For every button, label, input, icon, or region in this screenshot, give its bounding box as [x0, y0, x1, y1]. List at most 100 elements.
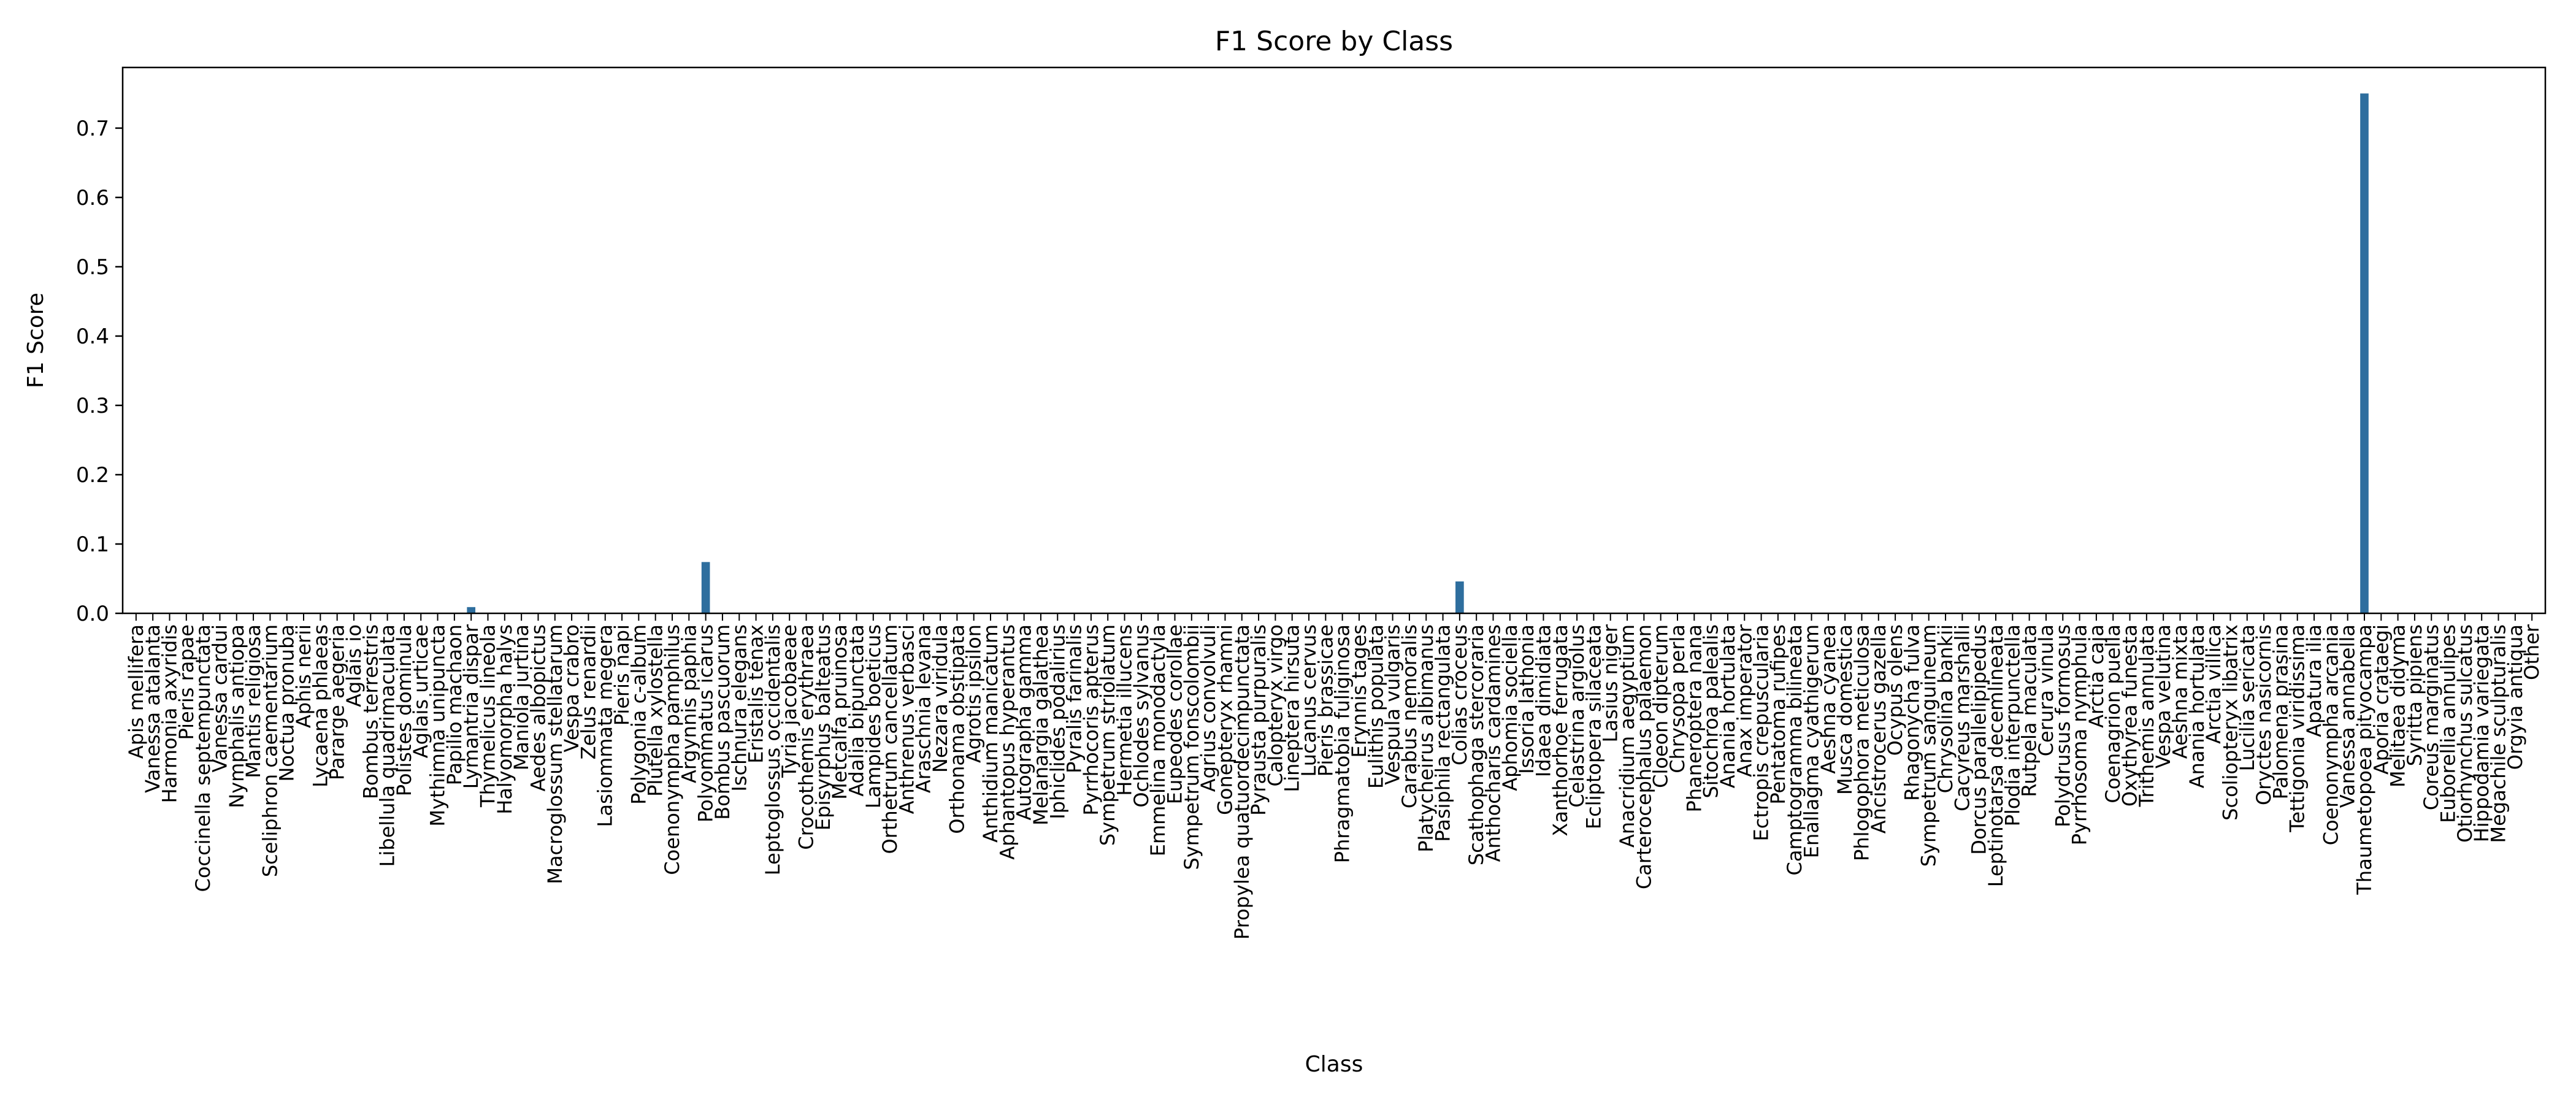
x-tick-label: Sitochroa palealis	[1700, 624, 1723, 799]
y-tick-label: 0.0	[76, 602, 109, 626]
y-tick-label: 0.4	[76, 324, 109, 349]
x-tick-label: Celastrina argiolus	[1565, 624, 1589, 808]
x-tick-label: Pentatoma rufipes	[1766, 624, 1790, 805]
x-tick-label: Aphantopus hyperantus	[995, 624, 1019, 860]
x-tick-label: Harmonia axyridis	[158, 624, 181, 803]
x-tick-label: Phragmatobia fuliginosa	[1331, 624, 1354, 863]
x-tick-label: Thymelicus lineola	[477, 624, 500, 808]
x-tick-label: Aphis nerii	[292, 624, 315, 728]
x-tick-label: Leptoglossus occidentalis	[761, 624, 784, 875]
x-tick-label: Palomena prasina	[2269, 624, 2292, 799]
x-tick-label: Calopteryx virgo	[1263, 624, 1287, 786]
x-tick-label: Megachile sculpturalis	[2487, 624, 2510, 843]
x-tick-label: Thaumetopoea pityocampa	[2353, 624, 2376, 895]
x-tick-label: Pyrausta purpuralis	[1247, 624, 1270, 816]
x-tick-label: Hippodamia variegata	[2470, 624, 2493, 842]
x-tick-label: Aeshna cyanea	[1817, 624, 1840, 774]
x-tick-label: Sympetrum fonscolombii	[1180, 624, 1203, 870]
x-tick-label: Iphiclides podalirius	[1046, 624, 1069, 819]
x-tick-label: Orgyia antiqua	[2504, 624, 2527, 770]
x-tick-label: Leptinotarsa decemlineata	[1984, 624, 2007, 887]
x-tick-label: Aporia crataegi	[2369, 624, 2393, 775]
x-axis-title: Class	[1305, 1052, 1363, 1077]
y-axis-title: F1 Score	[23, 293, 48, 388]
x-tick-label: Erynnis tages	[1347, 624, 1371, 757]
x-tick-label: Aglais io	[342, 624, 366, 707]
x-tick-label: Oryctes nasicornis	[2252, 624, 2275, 805]
x-tick-label: Chrysolina bankii	[1934, 624, 1957, 793]
x-tick-label: Issoria lathonia	[1515, 624, 1538, 774]
x-tick-label: Hermetia illucens	[1113, 624, 1137, 796]
x-tick-label: Otiorhynchus sulcatus	[2453, 624, 2477, 843]
x-tick-label: Coenonympha pamphilus	[661, 624, 684, 875]
x-tick-label: Lymantria dispar	[459, 624, 483, 789]
x-tick-label: Arctia villica	[2202, 624, 2225, 744]
x-tick-label: Ischnura elegans	[727, 624, 751, 792]
x-tick-label: Anania hortulata	[2185, 624, 2209, 788]
x-tick-label: Pararge aegeria	[326, 624, 349, 780]
x-tick-label: Orthonama obstipata	[945, 624, 968, 834]
x-tick-label: Maniola jurtina	[510, 624, 533, 770]
x-tick-label: Anacridium aegyptium	[1616, 624, 1639, 848]
x-tick-label: Scoliopteryx libatrix	[2218, 624, 2242, 821]
x-tick-label: Plutella xylostella	[644, 624, 667, 797]
x-tick-label: Autographa gamma	[1013, 624, 1036, 821]
x-tick-label: Vanessa atalanta	[141, 624, 164, 793]
x-tick-label: Episyrphus balteatus	[811, 624, 835, 830]
x-tick-label: Bombus terrestris	[359, 624, 382, 799]
x-tick-label: Cacyreus marshalli	[1950, 624, 1974, 811]
bar	[701, 562, 710, 613]
x-tick-label: Argynnis paphia	[677, 624, 700, 783]
x-tick-label: Cloeon dipterum	[1649, 624, 1673, 788]
x-tick-label: Colias croceus	[1448, 624, 1471, 765]
x-tick-label: Rutpela maculata	[2018, 624, 2041, 797]
bar	[2360, 93, 2369, 613]
x-tick-label: Platycheirus albimanus	[1414, 624, 1438, 853]
x-tick-label: Anthocharis cardamines	[1482, 624, 1505, 862]
x-tick-label: Dorcus parallelipipedus	[1968, 624, 1991, 855]
x-tick-label: Pyralis farinalis	[1063, 624, 1086, 773]
x-tick-label: Pyrrhosoma nymphula	[2068, 624, 2091, 845]
x-tick-label: Pieris napi	[610, 624, 634, 726]
y-tick-label: 0.7	[76, 117, 109, 141]
x-tick-label: Cerura vinula	[2034, 624, 2058, 756]
x-tick-label: Trithemis annulata	[2135, 624, 2158, 807]
x-tick-label: Ectropis crepuscularia	[1750, 624, 1773, 841]
x-tick-label: Chrysopa perla	[1666, 624, 1689, 773]
y-tick-label: 0.1	[76, 532, 109, 557]
x-tick-label: Anania hortulata	[1716, 624, 1739, 788]
x-tick-label: Idaea dimidiata	[1531, 624, 1555, 777]
x-tick-label: Vespa velutina	[2152, 624, 2175, 769]
x-tick-label: Carabus nemoralis	[1398, 624, 1421, 808]
x-tick-label: Anthidium manicatum	[979, 624, 1002, 843]
x-tick-label: Polistes dominula	[393, 624, 416, 796]
x-tick-label: Musca domestica	[1833, 624, 1857, 795]
x-tick-label: Eulithis populata	[1364, 624, 1387, 789]
x-tick-label: Aphomia sociella	[1498, 624, 1522, 791]
x-tick-label: Aeshna mixta	[2168, 624, 2191, 759]
x-tick-label: Tyria jacobaeae	[778, 624, 801, 778]
x-tick-label: Melanargia galathea	[1029, 624, 1052, 826]
x-tick-label: Coreus marginatus	[2420, 624, 2443, 810]
x-tick-label: Emmelina monodactyla	[1146, 624, 1170, 856]
x-tick-label: Phaneroptera nana	[1682, 624, 1706, 812]
x-tick-label: Lineptera hirsuta	[1281, 624, 1304, 792]
x-tick-label: Gonepteryx rhamni	[1213, 624, 1236, 815]
x-tick-label: Vespula vulgaris	[1381, 624, 1405, 785]
x-tick-label: Sceliphron caementarium	[258, 624, 282, 877]
x-tick-label: Ancistrocerus gazella	[1867, 624, 1890, 834]
x-tick-label: Lasiommata megera	[594, 624, 617, 827]
x-tick-label: Metcalfa pruinosa	[828, 624, 851, 800]
x-tick-label: Macroglossum stellatarum	[543, 624, 567, 884]
x-tick-label: Mythimna unipuncta	[426, 624, 450, 827]
x-tick-label: Scathophaga stercoraria	[1465, 624, 1488, 865]
x-tick-label: Aglais urticae	[409, 624, 432, 758]
x-tick-label: Xanthorhoe ferrugata	[1549, 624, 1572, 837]
bar	[1455, 581, 1464, 613]
x-tick-label: Plodia interpunctella	[2001, 624, 2024, 826]
x-tick-label: Crocothemis erythraea	[795, 624, 818, 850]
x-tick-label: Polydrusus formosus	[2051, 624, 2074, 827]
x-tick-label: Syritta pipiens	[2403, 624, 2426, 766]
